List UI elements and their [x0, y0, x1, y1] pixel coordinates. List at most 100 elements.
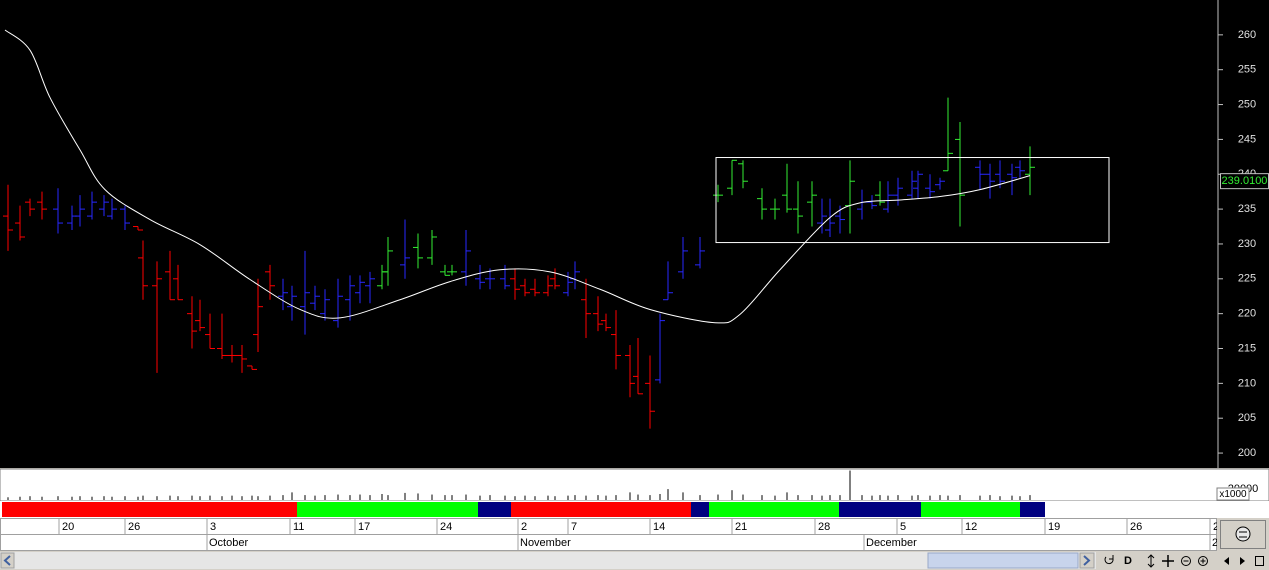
day-row: [0, 518, 1217, 535]
price-panel: [0, 0, 1269, 468]
volume-bar: [917, 495, 919, 500]
volume-bar: [731, 490, 733, 500]
month-label: 2: [1212, 537, 1218, 549]
volume-bar: [524, 495, 526, 500]
ohlc-bar: [53, 188, 63, 234]
volume-unit-box: [1216, 487, 1250, 501]
vzoom-icon[interactable]: [1147, 554, 1155, 568]
zoom-in-icon[interactable]: [1198, 556, 1208, 566]
volume-bar: [574, 495, 576, 500]
ohlc-bar: [793, 181, 803, 234]
volume-bar: [629, 492, 631, 500]
volume-bar: [431, 494, 433, 500]
y-tick-label: 205: [1238, 412, 1256, 424]
smiley-button[interactable]: [1220, 520, 1266, 549]
volume-bar: [1029, 495, 1031, 500]
scroll-thumb[interactable]: [927, 552, 1079, 569]
volume-bar: [597, 495, 599, 500]
volume-bar: [314, 495, 316, 500]
ohlc-bar: [593, 296, 603, 332]
trend-segment: [709, 502, 839, 517]
volume-bar: [667, 489, 669, 500]
volume-bar: [29, 496, 31, 500]
volume-bar: [269, 495, 271, 500]
ohlc-bar: [217, 313, 227, 359]
next-icon[interactable]: [1240, 557, 1245, 565]
ohlc-bar: [770, 198, 780, 220]
ohlc-bar: [893, 177, 903, 206]
ohlc-bar: [875, 181, 885, 206]
scrollbar[interactable]: [0, 552, 1096, 569]
volume-bar: [999, 496, 1001, 500]
ohlc-bar: [75, 195, 85, 227]
volume-bar: [221, 496, 223, 500]
ohlc-bar: [120, 205, 130, 231]
volume-bar: [929, 495, 931, 500]
day-label: 24: [440, 521, 452, 533]
y-tick-label: 250: [1238, 98, 1256, 110]
ohlc-bar: [601, 313, 611, 332]
ohlc-bar: [663, 261, 673, 301]
ohlc-bar: [1007, 163, 1017, 196]
panel-icon[interactable]: [1255, 556, 1264, 566]
scroll-left[interactable]: [0, 552, 15, 569]
ohlc-bar: [265, 264, 275, 300]
day-label: 19: [1048, 521, 1060, 533]
ohlc-bar: [400, 219, 410, 279]
refresh-icon[interactable]: [1104, 555, 1114, 565]
volume-bar: [282, 495, 284, 500]
day-label: 28: [818, 521, 830, 533]
ohlc-bar: [237, 345, 247, 373]
ohlc-bar: [738, 160, 748, 189]
trend-segment: [839, 502, 921, 517]
ohlc-bar: [943, 97, 953, 172]
ohlc-bar: [447, 264, 457, 276]
volume-bar: [649, 495, 651, 500]
volume-bar: [699, 495, 701, 500]
ohlc-bar: [310, 285, 320, 311]
month-row: [0, 534, 1217, 551]
day-label: 26: [1130, 521, 1142, 533]
volume-bar: [156, 496, 158, 500]
ohlc-bar: [287, 285, 297, 321]
prev-icon[interactable]: [1224, 557, 1229, 565]
move-icon[interactable]: [1162, 555, 1174, 567]
volume-bar: [547, 495, 549, 500]
ohlc-bar: [1015, 160, 1025, 178]
volume-bar: [169, 495, 171, 500]
volume-bar: [489, 495, 491, 500]
volume-bar: [811, 495, 813, 500]
volume-bar: [465, 494, 467, 500]
y-tick-label: 200: [1238, 447, 1256, 459]
volume-bar: [742, 494, 744, 500]
zoom-out-icon[interactable]: [1181, 556, 1191, 566]
ohlc-bar: [727, 159, 737, 196]
volume-bar: [717, 494, 719, 500]
ohlc-bar: [138, 240, 148, 300]
volume-bar: [615, 495, 617, 500]
volume-bar: [241, 496, 243, 500]
d-button[interactable]: D: [1124, 555, 1132, 567]
ohlc-bar: [655, 313, 665, 384]
ohlc-bar: [611, 310, 621, 370]
ohlc-bar: [475, 264, 485, 290]
ohlc-bar: [300, 250, 310, 335]
volume-bar: [479, 495, 481, 500]
day-label: 11: [293, 521, 304, 533]
volume-bar: [659, 494, 661, 500]
volume-bar: [989, 495, 991, 500]
last-price-label: 239.0100: [1222, 175, 1268, 187]
ohlc-bar: [485, 268, 495, 290]
volume-bar: [381, 494, 383, 500]
scroll-right-arrow: [1083, 555, 1091, 566]
trend-segment: [1020, 502, 1045, 517]
volume-bar: [786, 492, 788, 500]
volume-bar: [41, 496, 43, 500]
month-label: October: [209, 537, 248, 549]
month-label: December: [866, 537, 917, 549]
scroll-right[interactable]: [1079, 552, 1095, 569]
volume-bar: [124, 496, 126, 500]
volume-bar: [1011, 495, 1013, 500]
